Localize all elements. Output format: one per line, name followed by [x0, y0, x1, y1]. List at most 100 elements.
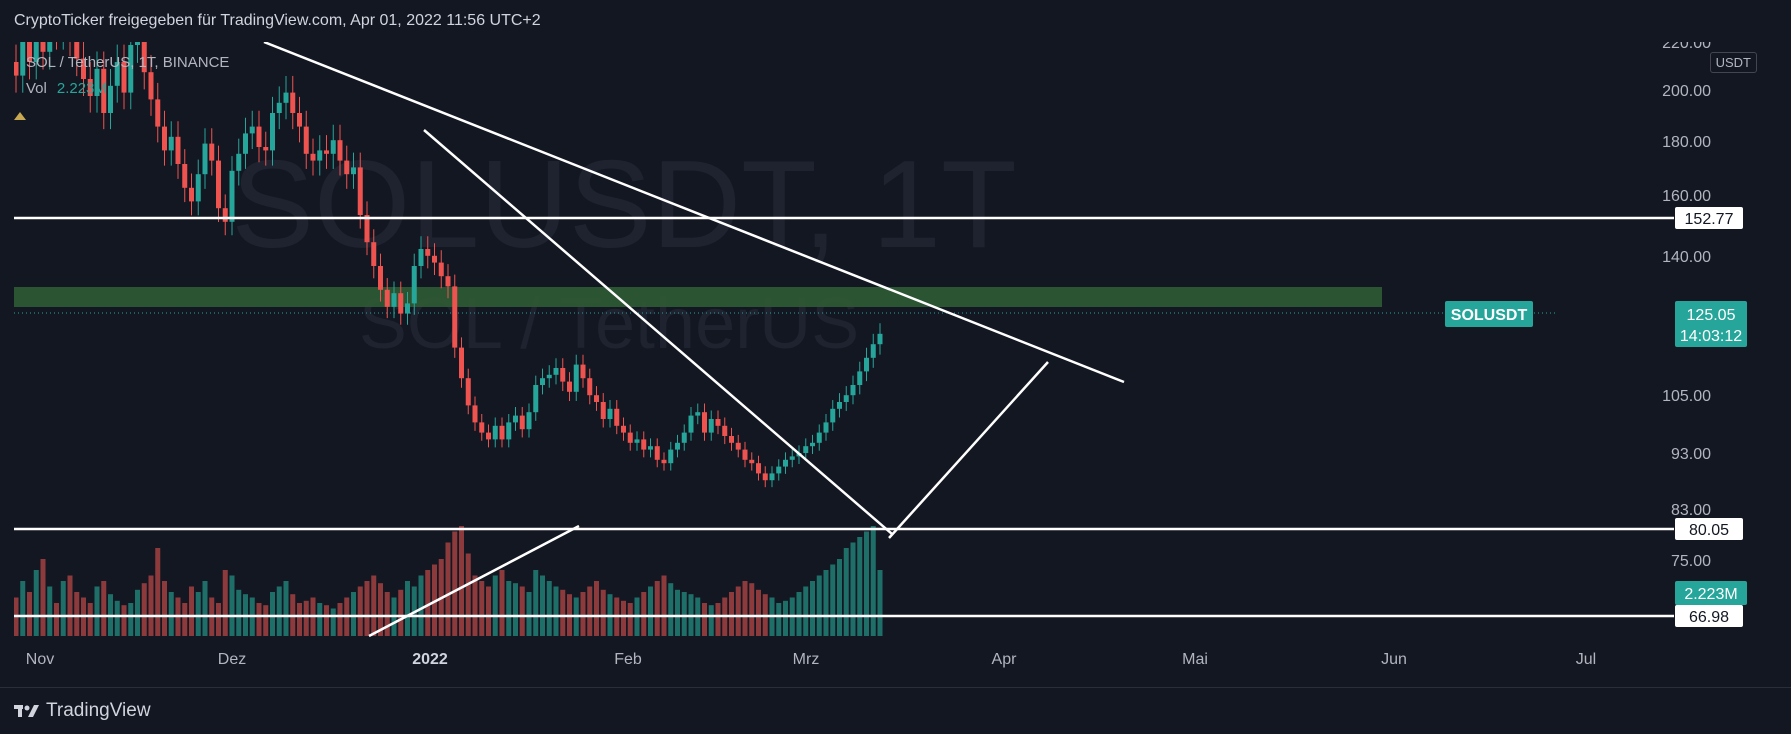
candle-body [506, 422, 512, 440]
symbol-tag-bg [1445, 301, 1533, 327]
candle-body [40, 42, 46, 52]
time-label-mai: Mai [1182, 651, 1208, 668]
volume-bar [256, 603, 262, 636]
volume-bar [621, 600, 626, 636]
volume-bar [675, 589, 680, 636]
volume-bar [513, 583, 518, 636]
volume-bar [870, 526, 876, 636]
volume-bar [405, 581, 410, 636]
time-label-jun: Jun [1381, 651, 1407, 668]
volume-bar [668, 583, 674, 636]
volume-bar [823, 570, 829, 636]
candle-body [675, 442, 680, 450]
volume-bar [661, 575, 667, 636]
price-tag-support-bg [1675, 518, 1743, 540]
supply-zone [14, 287, 1382, 307]
header-title: CryptoTicker freigegeben für TradingView… [14, 12, 541, 29]
volume-bar [546, 581, 552, 636]
volume-bar [540, 575, 545, 636]
volume-bar [864, 531, 869, 636]
volume-bar [222, 570, 228, 636]
candle-body [425, 249, 431, 256]
volume-bar [702, 603, 707, 636]
event-marker-icon[interactable] [14, 112, 26, 120]
candle-body [20, 42, 26, 76]
candle-body [189, 187, 194, 202]
candle-body [668, 449, 674, 464]
volume-bar [182, 603, 188, 636]
candle-body [283, 92, 289, 103]
candle-body [722, 425, 728, 436]
candle-body [492, 425, 498, 440]
candles [14, 42, 883, 488]
volume-bar [452, 531, 458, 636]
volume-bar [101, 581, 107, 636]
candle-body [681, 432, 687, 443]
candle-body [695, 412, 701, 416]
candle-body [472, 405, 478, 423]
symbol-legend[interactable]: SOL / TetherUS, 1T, BINANCE [26, 54, 230, 71]
candle-body [688, 415, 694, 433]
candle-body [411, 266, 417, 304]
descending-trendline-long[interactable] [263, 42, 1125, 384]
price-chart[interactable]: SOLUSDT, 1T SOL / TetherUS 220.00 200.00… [14, 42, 1777, 687]
candle-body [14, 62, 19, 76]
candle-body [762, 473, 768, 481]
tradingview-logo-icon [14, 705, 39, 717]
volume-bar [47, 586, 53, 636]
candle-body [216, 160, 221, 209]
candle-body [634, 439, 640, 443]
chart-header: CryptoTicker freigegeben für TradingView… [0, 0, 1791, 42]
volume-bar [351, 592, 356, 636]
volume-bar [330, 608, 336, 636]
volume-bar [553, 586, 559, 636]
price-tag-resistance: 152.77 [1685, 211, 1734, 228]
candle-body [864, 357, 869, 372]
candle-body [877, 333, 883, 345]
candle-body [850, 385, 856, 396]
candle-body [87, 79, 93, 96]
descending-trendline-short[interactable] [423, 129, 893, 535]
candle-body [870, 344, 876, 358]
volume-bar [195, 592, 201, 636]
price-tick-93: 93.00 [1671, 446, 1711, 463]
candle-body [202, 143, 208, 175]
time-label-jul: Jul [1576, 651, 1596, 668]
currency-unit-button[interactable]: USDT [1709, 52, 1757, 73]
candle-body [135, 42, 140, 45]
volume-bar [810, 581, 815, 636]
candle-body [803, 446, 809, 453]
tradingview-logo[interactable]: TradingView [14, 700, 151, 722]
candle-body [438, 262, 444, 277]
volume-bar [297, 603, 302, 636]
candle-body [391, 293, 397, 307]
volume-bar [526, 592, 532, 636]
volume-bar [94, 586, 100, 636]
volume-legend[interactable]: Vol 2.223M [26, 80, 107, 97]
price-tick-180: 180.00 [1662, 134, 1711, 151]
price-tick-83: 83.00 [1671, 502, 1711, 519]
candle-body [742, 449, 748, 460]
volume-bar [465, 553, 471, 636]
volume-bar [263, 605, 269, 636]
volume-bar [276, 586, 282, 636]
ascending-trendline[interactable] [888, 361, 1049, 539]
volume-bar [594, 581, 599, 636]
candle-body [749, 459, 755, 464]
candle-body [519, 415, 525, 430]
ascending-trendline-volume[interactable] [368, 524, 580, 638]
candle-body [540, 378, 545, 385]
price-tick-200: 200.00 [1662, 83, 1711, 100]
volume-bar [60, 581, 66, 636]
candle-body [310, 153, 316, 161]
price-tag-low: 66.98 [1689, 609, 1729, 626]
volume-bar [114, 600, 120, 636]
time-label-dez: Dez [218, 651, 246, 668]
volume-bar [398, 589, 404, 636]
candle-body [249, 126, 255, 134]
volume-bar [27, 592, 32, 636]
candle-body [405, 303, 410, 314]
volume-bar [67, 575, 73, 636]
volume-bar [729, 592, 734, 636]
candle-body [789, 456, 795, 460]
